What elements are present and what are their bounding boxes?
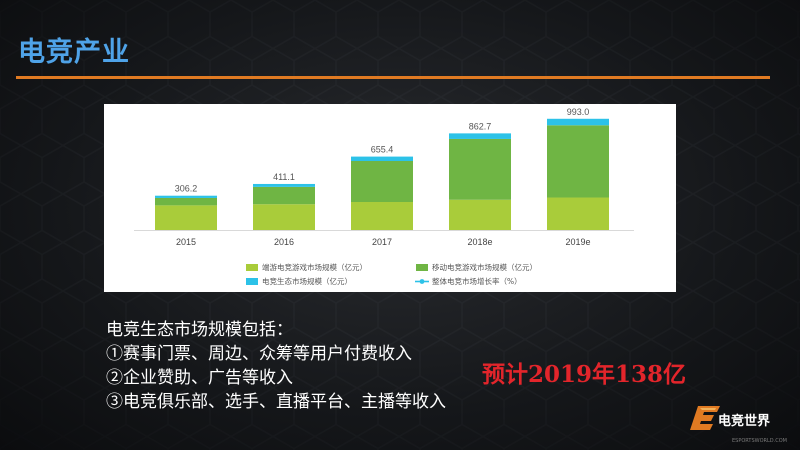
description-line: ②企业赞助、广告等收入 <box>106 368 293 388</box>
total-data-label: 993.0 <box>567 107 590 117</box>
bar-segment <box>253 186 315 205</box>
legend-swatch <box>416 264 428 271</box>
brand-logo: 电竞世界 <box>690 404 790 432</box>
bar-segment <box>547 118 609 126</box>
legend-label: 整体电竞市场增长率（%） <box>432 276 522 286</box>
total-data-label: 306.2 <box>175 184 198 194</box>
logo-text: 电竞世界 <box>718 414 771 429</box>
logo-subtext: ESPORTSWORLD.COM <box>732 438 787 444</box>
total-data-label: 411.1 <box>273 172 295 182</box>
bar-segment <box>351 202 413 230</box>
legend-label: 端游电竞游戏市场规模（亿元） <box>262 262 367 272</box>
description-line: ③电竞俱乐部、选手、直播平台、主播等收入 <box>106 392 446 412</box>
e-logo-icon <box>690 406 720 430</box>
bar-segment <box>547 125 609 198</box>
bar-segment <box>155 205 217 230</box>
legend-swatch <box>246 264 258 271</box>
forecast-highlight: 预计2019年138亿 <box>482 361 687 388</box>
bar-segment <box>253 183 315 187</box>
bar-segment <box>449 133 511 139</box>
description-line: 电竞生态市场规模包括： <box>106 320 293 340</box>
bar-segment <box>449 199 511 230</box>
page-title: 电竞产业 <box>18 37 130 68</box>
stacked-bar-chart: 306.2 2015 411.1 2016 655.4 2017 862.7 2018e 993… <box>134 107 634 286</box>
x-tick-label: 2018e <box>467 237 492 247</box>
bar-segment <box>253 204 315 230</box>
description-block: 电竞生态市场规模包括： ①赛事门票、周边、众筹等用户付费收入 ②企业赞助、广告等… <box>106 318 446 414</box>
legend-line-marker <box>419 279 425 284</box>
x-tick-label: 2015 <box>176 237 196 247</box>
total-data-label: 655.4 <box>371 145 394 155</box>
title-divider <box>16 76 770 79</box>
legend-label: 移动电竞游戏市场规模（亿元） <box>432 262 537 272</box>
bar-segment <box>547 197 609 230</box>
bar-segment <box>155 195 217 198</box>
x-tick-label: 2019e <box>565 237 590 247</box>
total-data-label: 862.7 <box>469 121 492 131</box>
bar-segment <box>449 138 511 200</box>
chart-panel: 306.2 2015 411.1 2016 655.4 2017 862.7 2018e 993… <box>104 104 676 292</box>
legend-label: 电竞生态市场规模（亿元） <box>262 276 352 286</box>
x-tick-label: 2016 <box>274 237 294 247</box>
legend-swatch <box>246 278 258 285</box>
bar-segment <box>351 156 413 162</box>
bar-segment <box>155 197 217 206</box>
description-line: ①赛事门票、周边、众筹等用户付费收入 <box>106 344 412 364</box>
x-tick-label: 2017 <box>372 237 392 247</box>
bar-segment <box>351 161 413 202</box>
